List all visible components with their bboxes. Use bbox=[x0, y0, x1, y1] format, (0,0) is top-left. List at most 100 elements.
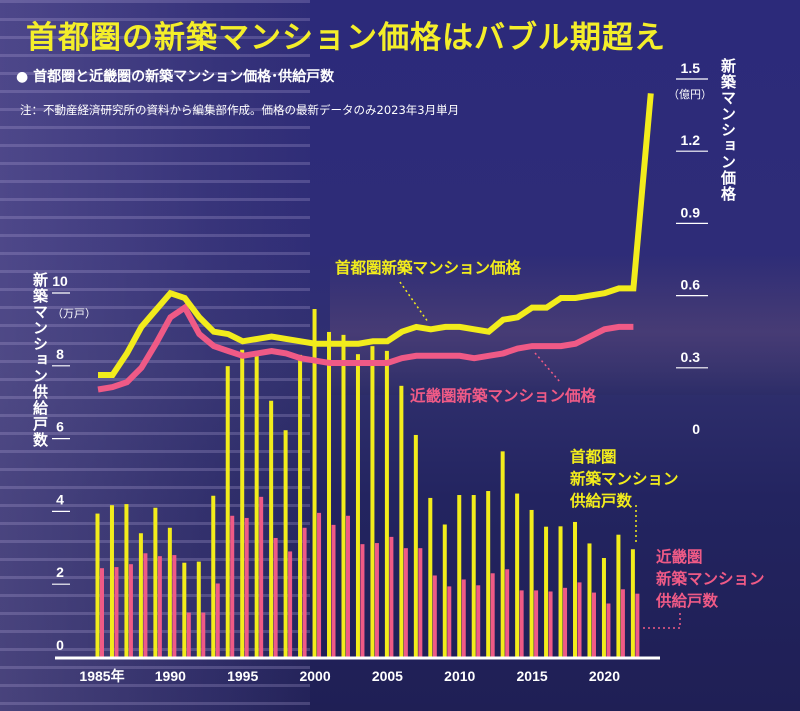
tokyo-supply-label-line: 首都圏 bbox=[570, 448, 617, 466]
tokyo-supply-bar bbox=[225, 366, 230, 657]
tokyo-supply-bar bbox=[269, 400, 274, 657]
tokyo-supply-bar bbox=[341, 334, 346, 657]
chart-title: 首都圏の新築マンション価格はバブル期超え bbox=[26, 20, 666, 56]
tokyo-supply-bar bbox=[630, 549, 635, 657]
kinki-price-label: 近畿圏新築マンション価格 bbox=[410, 387, 597, 405]
x-tick-label: 2005 bbox=[372, 668, 403, 684]
kinki-supply-bar bbox=[244, 517, 249, 657]
x-tick-label: 1985年 bbox=[79, 668, 124, 684]
kinki-supply-bar bbox=[345, 515, 350, 657]
kinki-supply-bar bbox=[128, 564, 133, 657]
tokyo-supply-bar bbox=[515, 493, 520, 657]
tokyo-supply-bar bbox=[384, 350, 389, 657]
right-tick-label: 0.9 bbox=[681, 204, 701, 220]
x-tick-label: 2000 bbox=[299, 668, 330, 684]
x-tick-label: 2020 bbox=[589, 668, 620, 684]
tokyo-supply-bar bbox=[457, 495, 462, 657]
kinki-supply-bar bbox=[201, 612, 206, 657]
kinki-supply-bar bbox=[186, 612, 191, 657]
x-tick-label: 2015 bbox=[517, 668, 548, 684]
left-tick-label: 10 bbox=[52, 273, 68, 289]
tokyo-supply-bar bbox=[138, 533, 143, 657]
tokyo-supply-bar bbox=[471, 495, 476, 657]
left-tick-label: 2 bbox=[56, 564, 64, 580]
kinki-supply-bar bbox=[317, 512, 322, 657]
kinki-supply-bar bbox=[591, 592, 596, 657]
kinki-supply-bar bbox=[157, 556, 162, 657]
tokyo-supply-bar bbox=[573, 521, 578, 657]
kinki-supply-bar bbox=[620, 589, 625, 657]
right-axis-unit: （億円） bbox=[668, 88, 712, 101]
tokyo-supply-bar bbox=[211, 495, 216, 657]
tokyo-supply-bar bbox=[327, 331, 332, 657]
kinki-supply-bar bbox=[273, 537, 278, 657]
tokyo-supply-label: 首都圏 新築マンション 供給戸数 bbox=[570, 446, 679, 512]
left-tick-label: 8 bbox=[56, 346, 64, 362]
tokyo-supply-bar bbox=[370, 346, 375, 657]
chart-note: 注：不動産経済研究所の資料から編集部作成。価格の最新データのみ2023年3月単月 bbox=[20, 103, 460, 117]
kinki-supply-bar bbox=[100, 568, 104, 657]
kinki-supply-bar bbox=[606, 603, 611, 657]
x-tick-label: 1995 bbox=[227, 668, 258, 684]
kinki-supply-bar bbox=[331, 524, 336, 657]
kinki-supply-leader bbox=[643, 612, 681, 629]
x-tick-label: 1990 bbox=[155, 668, 186, 684]
kinki-supply-bar bbox=[143, 553, 148, 657]
tokyo-supply-bar bbox=[428, 497, 433, 657]
kinki-supply-bar bbox=[360, 544, 365, 657]
left-axis-label: 新築マンション供給戸数 bbox=[31, 272, 49, 448]
kinki-supply-bar bbox=[114, 567, 119, 657]
kinki-supply-bar bbox=[490, 573, 495, 657]
tokyo-supply-bar bbox=[153, 507, 158, 657]
tokyo-supply-bar bbox=[500, 451, 505, 657]
kinki-supply-bar bbox=[403, 548, 408, 657]
kinki-supply-label-line: 供給戸数 bbox=[656, 592, 719, 610]
tokyo-supply-bar bbox=[558, 526, 563, 657]
kinki-supply-bar bbox=[534, 590, 539, 657]
kinki-supply-bar bbox=[302, 527, 307, 657]
left-tick-label: 4 bbox=[56, 491, 64, 507]
left-tick-label: 6 bbox=[56, 419, 64, 435]
right-tick-label: 1.5 bbox=[681, 60, 701, 76]
kinki-supply-bar bbox=[461, 579, 466, 657]
tokyo-supply-bar bbox=[124, 504, 129, 657]
tokyo-supply-label-line: 供給戸数 bbox=[570, 492, 633, 510]
kinki-supply-bar bbox=[577, 582, 582, 657]
kinki-supply-bar bbox=[432, 575, 437, 657]
kinki-supply-label-line: 近畿圏 bbox=[656, 548, 703, 566]
tokyo-supply-bar bbox=[413, 434, 418, 657]
tokyo-supply-bar bbox=[312, 309, 317, 657]
x-tick-label: 2010 bbox=[444, 668, 475, 684]
tokyo-supply-bar bbox=[587, 543, 592, 657]
kinki-supply-bar bbox=[374, 543, 379, 657]
right-axis-label: 新築マンション価格 bbox=[719, 58, 737, 202]
tokyo-supply-bar bbox=[196, 561, 201, 657]
kinki-price-leader bbox=[534, 352, 561, 383]
tokyo-supply-bar bbox=[167, 527, 172, 657]
tokyo-supply-bar bbox=[298, 354, 303, 657]
kinki-supply-bar bbox=[418, 548, 423, 657]
tokyo-supply-bar bbox=[95, 513, 100, 657]
tokyo-price-label: 首都圏新築マンション価格 bbox=[335, 259, 522, 277]
tokyo-supply-label-line: 新築マンション bbox=[570, 470, 679, 488]
kinki-price-line bbox=[97, 303, 634, 393]
kinki-supply-bar bbox=[172, 555, 177, 657]
kinki-supply-label: 近畿圏 新築マンション 供給戸数 bbox=[656, 546, 765, 612]
tokyo-supply-bar bbox=[616, 534, 621, 657]
left-axis-unit: （万戸） bbox=[52, 307, 96, 320]
kinki-supply-bar bbox=[215, 583, 220, 657]
kinki-supply-bar bbox=[548, 591, 553, 657]
kinki-supply-label-line: 新築マンション bbox=[656, 570, 765, 588]
kinki-supply-bar bbox=[563, 587, 568, 657]
tokyo-supply-bar bbox=[529, 509, 534, 657]
right-tick-label: 1.2 bbox=[681, 132, 701, 148]
left-tick-label: 0 bbox=[56, 637, 64, 653]
tokyo-supply-bar bbox=[601, 557, 606, 657]
kinki-supply-bar bbox=[505, 569, 510, 657]
kinki-supply-bar bbox=[447, 586, 452, 657]
tokyo-supply-bar bbox=[486, 491, 491, 657]
tokyo-supply-bar bbox=[240, 349, 245, 657]
kinki-supply-bar bbox=[288, 551, 293, 657]
kinki-supply-bar bbox=[389, 536, 394, 657]
